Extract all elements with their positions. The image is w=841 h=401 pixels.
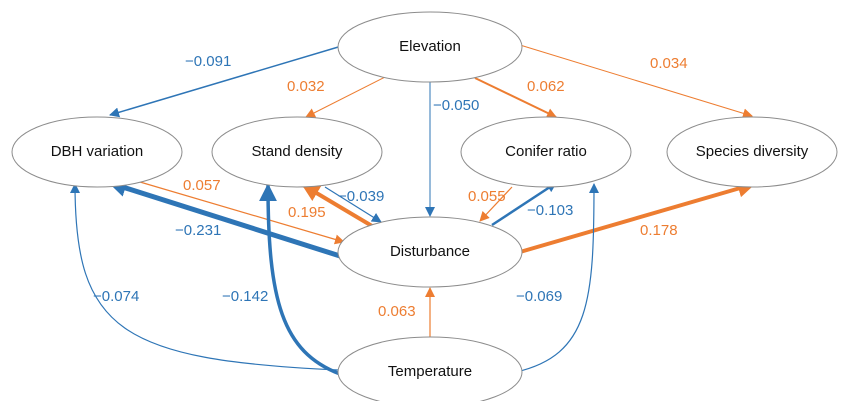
edge-label: −0.103 xyxy=(527,202,573,219)
edge xyxy=(515,183,599,373)
edge xyxy=(305,76,386,118)
node xyxy=(337,336,523,401)
edge-label: 0.062 xyxy=(527,78,565,95)
edge xyxy=(519,179,756,254)
node xyxy=(337,11,523,83)
node xyxy=(211,116,383,188)
edge xyxy=(139,181,345,245)
edge-label: 0.032 xyxy=(287,78,325,95)
node xyxy=(11,116,183,188)
node-label: Elevation xyxy=(399,38,461,55)
node xyxy=(666,116,838,188)
node-label: Species diversity xyxy=(696,143,809,160)
edge xyxy=(109,44,346,118)
node-label: Temperature xyxy=(388,363,472,380)
edge-labels: −0.091 0.032 −0.050 0.062 0.034 0.057 −0… xyxy=(93,53,688,320)
edge-label: −0.069 xyxy=(516,288,562,305)
edge-label: −0.091 xyxy=(185,53,231,70)
edge-label: 0.055 xyxy=(468,188,506,205)
edge xyxy=(301,183,374,228)
node-label: Disturbance xyxy=(390,243,470,260)
edge xyxy=(474,77,557,118)
edge xyxy=(479,186,513,222)
edge-label: −0.050 xyxy=(433,97,479,114)
edges xyxy=(70,44,756,376)
edge-label: −0.231 xyxy=(175,222,221,239)
node-label: Conifer ratio xyxy=(505,143,587,160)
edge-label: 0.178 xyxy=(640,222,678,239)
node xyxy=(460,116,632,188)
edge xyxy=(259,183,341,376)
edge xyxy=(108,179,341,259)
node-label: DBH variation xyxy=(51,143,144,160)
edge-label: 0.057 xyxy=(183,177,221,194)
edge-label: −0.039 xyxy=(338,188,384,205)
node xyxy=(337,216,523,288)
edge xyxy=(519,44,753,119)
edge-label: −0.142 xyxy=(222,288,268,305)
edge-label: 0.034 xyxy=(650,55,688,72)
edge-label: 0.195 xyxy=(288,204,326,221)
edge xyxy=(70,183,339,371)
edge-label: 0.063 xyxy=(378,303,416,320)
edge xyxy=(491,181,557,227)
nodes: Elevation DBH variation Stand density Co… xyxy=(11,11,838,401)
edge xyxy=(324,186,382,223)
node-label: Stand density xyxy=(252,143,343,160)
edge-label: −0.074 xyxy=(93,288,139,305)
